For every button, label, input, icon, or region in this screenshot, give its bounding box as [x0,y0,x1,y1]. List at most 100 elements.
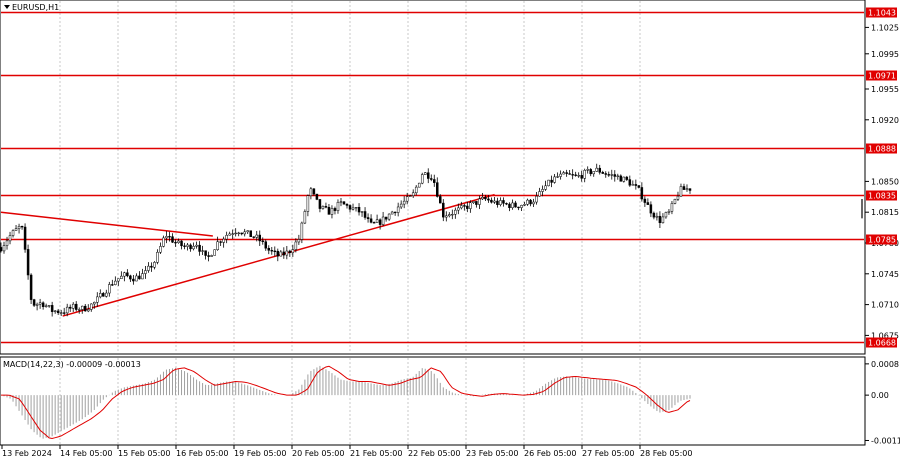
candle-body [99,293,102,298]
candle-body [53,310,57,312]
candle-body [56,310,60,314]
candle-body [487,198,490,201]
candle-body [667,210,671,213]
candle-body [655,215,659,218]
candle-body [451,213,454,216]
candle-body [574,174,577,176]
candle-body [481,197,484,200]
dropdown-triangle-icon[interactable] [4,5,10,9]
time-tick-label: 16 Feb 05:00 [176,449,228,458]
candle-body [535,195,538,203]
candle-body [258,234,262,242]
candle-body [508,203,511,209]
candle-body [532,201,535,205]
candle-body [417,182,421,188]
candle-body [342,201,346,205]
candle-body [607,174,611,176]
candle-body [463,205,466,207]
time-tick-label: 21 Feb 05:00 [350,449,402,458]
candle-body [90,303,93,310]
candle-body [408,195,412,197]
candle-body [354,207,358,209]
candle-body [610,174,614,176]
time-tick-label: 20 Feb 05:00 [292,449,344,458]
candle-body [664,212,668,218]
candle-body [279,251,283,257]
candle-body [144,270,147,274]
candle-body [237,232,240,235]
candle-body [201,250,204,252]
candle-body [634,184,638,186]
candle-body [327,207,331,215]
candle-body [324,206,328,208]
candle-body [523,204,526,206]
candle-body [688,188,692,191]
candle-body [553,176,556,183]
candle-body [652,212,656,218]
time-tick-label: 15 Feb 05:00 [118,449,170,458]
candle-body [429,178,433,180]
candle-body [529,199,532,205]
candle-body [132,278,135,282]
time-tick-label: 28 Feb 05:00 [640,449,692,458]
candle-body [276,250,280,257]
candle-body [264,241,268,249]
candle-body [8,235,12,242]
candle-body [414,186,418,194]
macd-tick-label: 0.0008 [871,360,899,369]
candle-body [306,195,310,212]
candle-body [381,216,385,225]
candle-body [87,309,90,312]
candle-body [514,202,517,208]
candle-body [649,204,653,214]
candle-body [592,171,595,175]
candle-body [135,275,138,282]
candle-body [598,167,601,173]
candle-body [502,200,505,204]
candle-body [457,207,460,211]
candle-body [77,309,81,311]
candle-body [231,233,234,235]
candle-body [411,192,415,196]
candle-body [556,176,559,178]
time-tick-label: 13 Feb 2024 [2,449,52,458]
candle-body [673,199,677,204]
candle-body [108,284,111,294]
candle-body [613,174,617,177]
candle-body [5,240,9,246]
candle-body [59,312,63,314]
candle-body [433,179,436,183]
candle-body [601,172,604,174]
candle-body [195,244,198,247]
candle-body [249,230,252,238]
candle-body [288,250,292,253]
time-tick-label: 19 Feb 05:00 [234,449,286,458]
time-tick-label: 26 Feb 05:00 [524,449,576,458]
candle-body [550,179,553,183]
candle-body [80,305,84,310]
level-label: 1.0668 [868,339,896,348]
candle-body [583,170,586,179]
candle-body [589,169,592,175]
candle-body [357,207,361,213]
trendline [0,211,213,237]
candle-body [484,197,487,200]
candle-body [505,203,508,205]
candle-body [207,255,210,257]
candle-body [604,173,608,175]
macd-title: MACD(14,22,3) -0.00009 -0.00013 [3,360,141,369]
candle-body [150,265,153,268]
macd-signal-line [1,365,691,440]
candle-body [490,199,493,203]
candle-body [426,172,430,179]
candle-body [360,211,364,213]
candle-body [390,211,394,215]
candle-body [120,275,123,279]
candle-body [586,169,589,171]
candle-body [321,206,325,209]
candle-body [511,202,514,209]
candle-body [526,199,529,205]
candle-body [448,214,451,217]
candle-body [204,250,207,256]
macd-signal [1,365,691,440]
